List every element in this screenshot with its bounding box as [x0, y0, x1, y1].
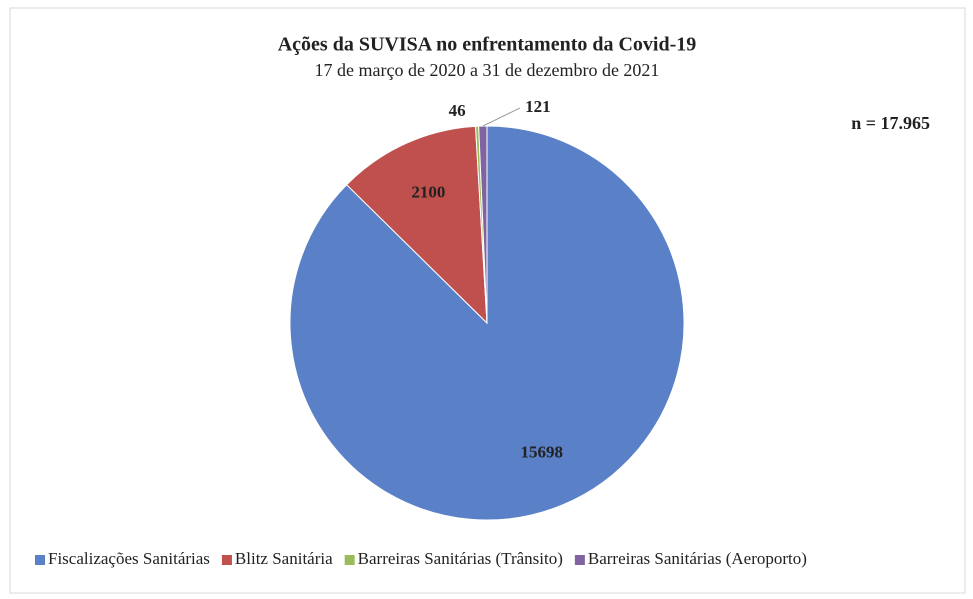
leader-line — [482, 107, 521, 127]
legend-swatch — [344, 555, 355, 565]
data-label: 2100 — [411, 183, 445, 202]
legend-swatch — [574, 555, 585, 565]
data-label: 121 — [525, 97, 551, 116]
legend-swatch — [35, 555, 45, 565]
annotation: n = 17.965 — [851, 113, 930, 133]
legend-label: Barreiras Sanitárias (Trânsito) — [358, 549, 563, 568]
data-label: 15698 — [521, 443, 564, 462]
legend-swatch — [221, 555, 232, 565]
pie-slice — [345, 125, 488, 325]
legend-label: Barreiras Sanitárias (Aeroporto) — [588, 549, 807, 568]
data-label: 46 — [449, 101, 466, 120]
chart-title: Ações da SUVISA no enfrentamento da Covi… — [278, 34, 697, 56]
chart-subtitle: 17 de março de 2020 a 31 de dezembro de … — [315, 60, 660, 80]
legend-label: Fiscalizações Sanitárias — [48, 549, 210, 568]
legend-label: Blitz Sanitária — [235, 549, 333, 568]
